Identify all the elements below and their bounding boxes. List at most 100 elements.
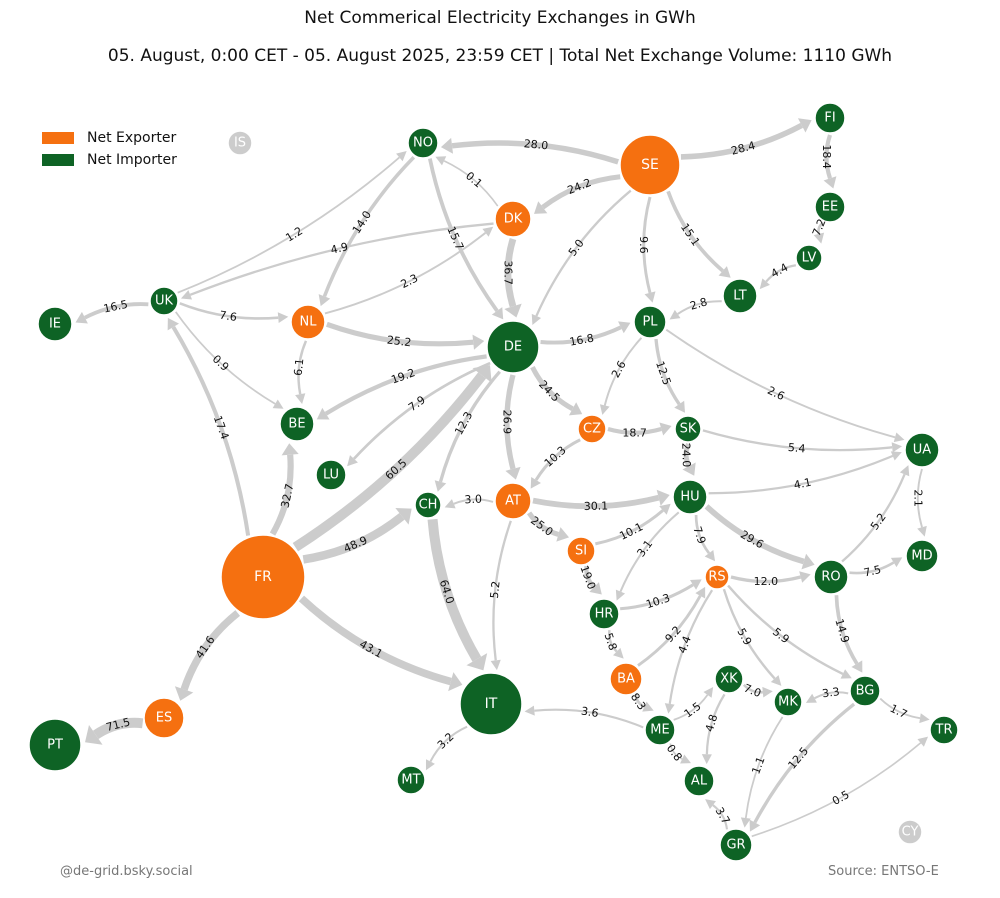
flow-line — [712, 804, 729, 830]
flow-label: 7.2 — [810, 217, 829, 238]
node-label: PT — [47, 738, 63, 753]
flow-line — [526, 511, 560, 537]
flow-arrowhead — [799, 571, 811, 583]
flow-arrowhead — [524, 705, 535, 716]
flow-label: 24.0 — [679, 443, 693, 468]
flow-line — [453, 498, 494, 505]
flow-arrowhead — [749, 819, 761, 832]
flow-arrowhead — [770, 675, 782, 686]
flow-edge — [879, 697, 930, 724]
node-label: UK — [155, 294, 174, 309]
flow-line — [189, 222, 494, 296]
flow-arrowhead — [589, 582, 602, 595]
flow-line — [849, 561, 895, 575]
flow-line — [677, 300, 722, 315]
node-label: PL — [642, 315, 658, 330]
flow-line — [180, 610, 241, 691]
country-node-hu: HU — [672, 479, 708, 515]
node-circle — [813, 559, 849, 595]
country-node-me: ME — [644, 714, 676, 746]
flow-line — [814, 691, 849, 700]
node-circle — [28, 718, 82, 772]
flow-edge — [534, 174, 621, 214]
flow-edge — [615, 511, 680, 601]
flow-line — [84, 302, 149, 320]
flow-edge — [759, 264, 797, 290]
flow-arrowhead — [703, 686, 714, 698]
flow-edge — [751, 736, 929, 838]
flow-arrowhead — [599, 404, 610, 415]
flow-line — [620, 583, 694, 611]
flow-arrowhead — [167, 317, 180, 331]
country-node-sk: SK — [674, 415, 702, 443]
node-circle — [220, 534, 306, 620]
flow-edge — [435, 156, 499, 207]
flow-line — [619, 511, 680, 592]
node-circle — [929, 715, 959, 745]
node-label: GR — [726, 838, 745, 853]
flow-edge — [444, 498, 494, 509]
flow-arrowhead — [813, 232, 825, 244]
node-circle — [719, 828, 753, 862]
country-node-es: ES — [143, 697, 185, 739]
flow-line — [834, 595, 859, 665]
node-circle — [37, 306, 73, 342]
flow-label: 10.3 — [644, 591, 671, 611]
flow-edge — [179, 302, 289, 324]
flow-edge — [599, 337, 643, 415]
flow-arrowhead — [718, 266, 731, 278]
flow-arrowhead — [642, 701, 654, 712]
flow-line — [666, 190, 724, 273]
flow-label: 32.7 — [278, 482, 296, 509]
flow-edge — [916, 468, 927, 537]
flow-edge — [504, 238, 522, 318]
node-label: BG — [856, 684, 875, 699]
flow-edge — [702, 429, 903, 453]
flow-line — [179, 302, 279, 320]
flow-edge — [530, 366, 583, 416]
flow-label: 18.7 — [622, 426, 647, 439]
flow-label: 2.6 — [765, 384, 786, 403]
flow-arrowhead — [277, 312, 289, 324]
flow-label: 10.1 — [617, 520, 645, 543]
flow-arrowhead — [180, 290, 193, 300]
flow-edge — [530, 438, 581, 489]
flow-line — [532, 494, 660, 510]
flow-label: 7.0 — [742, 682, 763, 700]
flow-label: 7.9 — [406, 393, 428, 414]
flow-arrowhead — [851, 660, 863, 673]
flow-label: 24.2 — [566, 176, 594, 197]
node-label: LU — [323, 468, 339, 483]
flow-edge — [849, 557, 903, 575]
node-circle — [414, 491, 442, 519]
flow-edge — [85, 717, 144, 745]
flow-edge — [540, 321, 631, 345]
flow-arrowhead — [659, 422, 672, 436]
flow-arrowhead — [530, 476, 541, 489]
flow-arrowhead — [425, 759, 435, 771]
country-node-mt: MT — [396, 765, 426, 795]
node-circle — [143, 697, 185, 739]
credit-text: @de-grid.bsky.social — [60, 864, 193, 879]
flow-label: 1.1 — [749, 755, 767, 776]
flow-label: 28.4 — [730, 139, 757, 158]
flow-arrowhead — [482, 226, 494, 237]
flow-line — [654, 338, 681, 406]
flow-label: 1.2 — [283, 224, 305, 244]
flow-label: 48.9 — [342, 534, 370, 556]
flow-line — [302, 513, 405, 564]
flow-line — [642, 196, 652, 294]
node-label: IT — [485, 696, 498, 712]
flow-arrowhead — [85, 724, 103, 745]
country-node-de: DE — [486, 320, 540, 374]
flow-arrowhead — [680, 754, 691, 764]
flow-label: 30.1 — [584, 499, 609, 513]
country-node-bg: BG — [849, 675, 881, 707]
flow-edge — [584, 565, 602, 595]
flow-edge — [269, 443, 299, 536]
flow-line — [352, 361, 491, 460]
flow-label: 7.6 — [219, 309, 238, 324]
flow-arrowhead — [318, 294, 331, 307]
flow-line — [722, 588, 776, 680]
flow-line — [727, 584, 844, 676]
